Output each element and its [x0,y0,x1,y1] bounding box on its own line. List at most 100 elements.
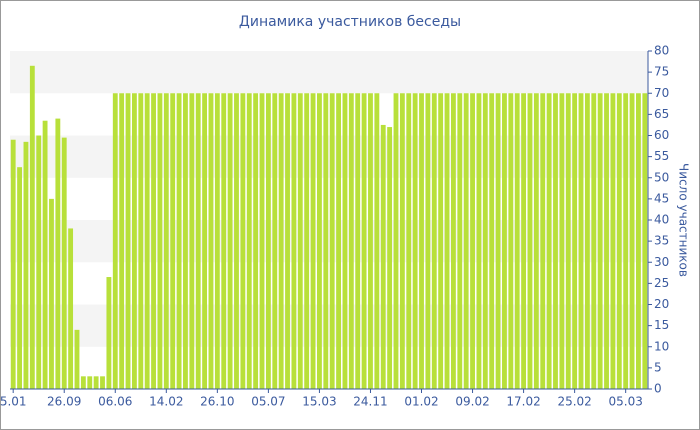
bar [151,93,156,389]
bar [521,93,527,389]
bar [355,93,361,389]
bar [438,93,444,389]
grid-band [10,135,648,178]
bar [431,93,437,389]
bar [565,93,571,389]
bar [368,93,373,389]
bar [393,93,399,389]
bar [476,93,482,389]
bar [208,93,214,389]
bar [265,93,271,389]
bar [642,93,648,389]
chart-title: Динамика участников беседы [239,14,461,30]
x-tick-label: 25.02 [557,395,591,409]
bar [412,93,418,389]
bar [183,93,188,389]
bar [374,93,380,389]
bar [61,137,67,389]
bar [272,93,278,389]
bar [559,93,565,389]
bar [74,329,80,389]
bar [450,93,456,389]
bar [336,93,341,389]
x-tick-label: 24.11 [353,395,387,409]
bar [572,93,578,389]
x-tick-label: 14.02 [149,395,183,409]
bar [291,93,297,389]
bar [546,93,552,389]
bar [380,124,386,389]
bar [502,93,507,389]
bar [527,93,533,389]
y-tick-label: 75 [654,65,669,79]
y-tick-label: 65 [654,107,669,121]
bar [348,93,354,389]
bar [629,93,635,389]
bar [508,93,514,389]
bar [540,93,546,389]
y-tick-label: 30 [654,255,669,269]
grid-band [10,304,648,347]
x-tick-label: 05.03 [608,395,642,409]
bar [234,93,239,389]
bar [323,93,329,389]
bar [138,93,144,389]
bar [425,93,431,389]
bar [80,376,86,389]
bar [221,93,227,389]
bar [610,93,616,389]
y-axis-title: Число участников [677,163,691,277]
bar [176,93,182,389]
bar [419,93,424,389]
bar [163,93,169,389]
y-tick-label: 55 [654,149,669,163]
y-tick-label: 80 [654,44,669,58]
bar [125,93,131,389]
bar [387,127,393,390]
bar [227,93,233,389]
bar [329,93,335,389]
bar [444,93,450,389]
bar [304,93,310,389]
bar [636,93,641,389]
bar [578,93,584,389]
y-tick-label: 40 [654,213,669,227]
x-tick-label: 01.02 [404,395,438,409]
bar [214,93,220,389]
bar [399,93,405,389]
bar [55,118,61,389]
bar [406,93,412,389]
bar [100,376,105,389]
bar [253,93,259,389]
bar [285,93,290,389]
bar [489,93,495,389]
bar [157,93,163,389]
x-tick-label: 26.09 [47,395,81,409]
bar [482,93,488,389]
bar [246,93,252,389]
bar [604,93,609,389]
x-tick-label: 09.02 [455,395,489,409]
bar [616,93,622,389]
bar [144,93,150,389]
bar [470,93,475,389]
bar [514,93,520,389]
bar [597,93,603,389]
bar [49,198,54,389]
bar [342,93,348,389]
y-tick-label: 25 [654,276,669,290]
bar [189,93,195,389]
x-tick-label: 26.10 [200,395,234,409]
bar [106,277,112,389]
x-tick-label: 17.02 [506,395,540,409]
bar [297,93,303,389]
bar [361,93,367,389]
bar [112,93,118,389]
bar [29,65,35,389]
bar [278,93,284,389]
y-tick-label: 5 [654,360,662,374]
bar [463,93,469,389]
bar [310,93,316,389]
bar [495,93,501,389]
y-tick-label: 45 [654,191,669,205]
